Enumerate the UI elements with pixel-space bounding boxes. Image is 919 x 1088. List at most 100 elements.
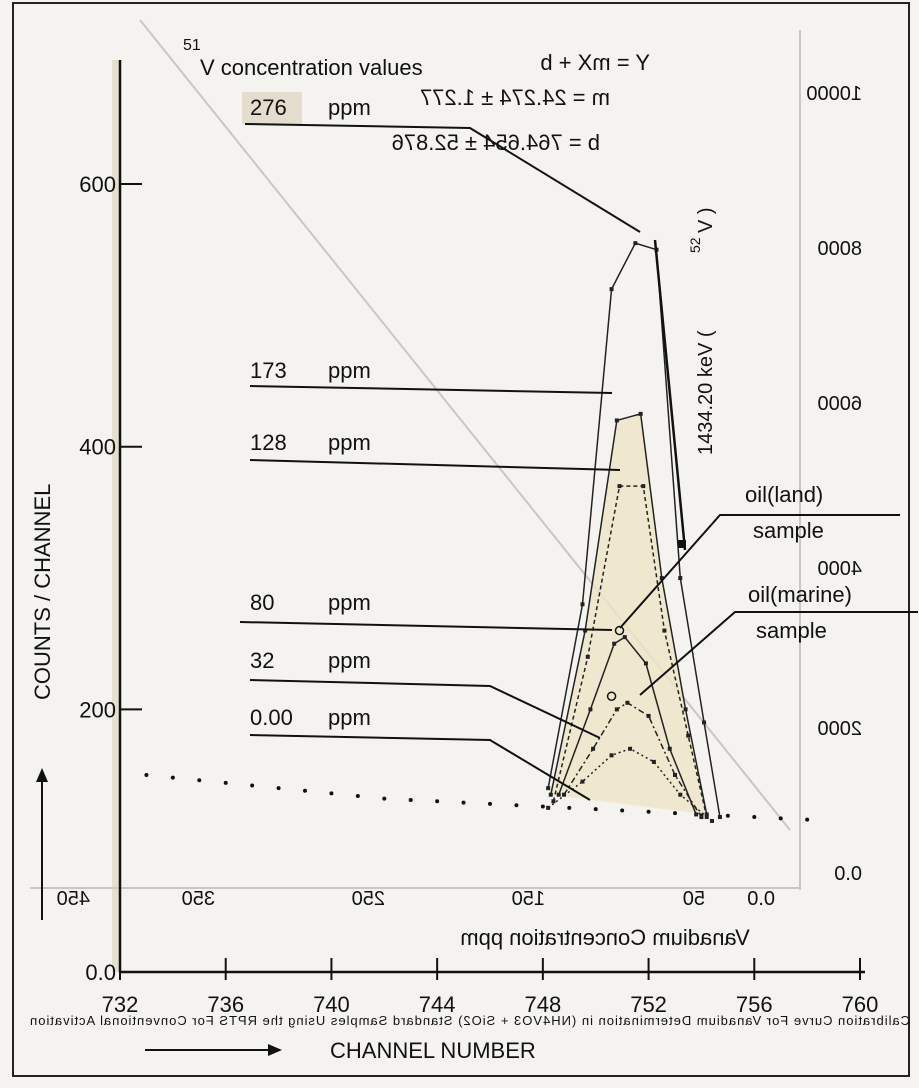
series-point: [643, 661, 648, 666]
x-tick-label: 740: [313, 992, 350, 1017]
series-line-276: [547, 242, 721, 818]
series-unit-label: ppm: [328, 430, 371, 455]
series-leader-line: [239, 621, 613, 631]
x-tick-label: 732: [102, 992, 139, 1017]
series-point: [659, 576, 664, 581]
series-point: [651, 759, 656, 764]
series-point: [717, 815, 722, 820]
series-point: [609, 287, 614, 292]
background-point: [355, 794, 360, 799]
series-point: [580, 602, 585, 607]
ghost-x-tick: 350: [182, 888, 215, 910]
x-axis-arrowhead: [268, 1044, 282, 1056]
ghost-equation: Y = mX + b: [540, 50, 650, 75]
x-tick-label: 752: [630, 992, 667, 1017]
ghost-xlabel: Vanadium Concentration ppm: [460, 925, 749, 950]
background-point: [778, 816, 783, 821]
y-tick-label: 0.0: [85, 960, 116, 985]
label-tape: [242, 92, 302, 124]
series-leader-line: [249, 679, 601, 739]
background-point: [461, 800, 466, 805]
series-leader-line: [249, 459, 621, 471]
series-leader-line: [244, 123, 641, 233]
background-point: [646, 809, 651, 814]
sample-label-line2: sample: [753, 518, 824, 543]
series-leader-line: [249, 385, 613, 394]
background-point: [514, 803, 519, 808]
sample-label-line2: sample: [756, 618, 827, 643]
sample-leader-line: [639, 611, 918, 696]
y-axis-arrowhead: [36, 768, 48, 782]
ghost-y-tick: 4000: [818, 558, 863, 580]
series-point: [546, 786, 551, 791]
peak-energy-label: 1434.20 keV (52 V ): [687, 207, 717, 455]
ghost-y-tick: 10000: [806, 83, 862, 105]
ghost-caption: Calibration Curve For Vanadium Determina…: [30, 1013, 910, 1028]
ghost-x-tick: 250: [352, 888, 385, 910]
ghost-x-tick: 150: [512, 888, 545, 910]
series-point: [556, 792, 561, 797]
background-point: [303, 788, 307, 793]
background-point: [620, 808, 625, 813]
ghost-x-tick: 50: [683, 888, 705, 910]
series-value-label: 0.00: [250, 705, 293, 730]
series-point: [686, 733, 691, 738]
series-point: [641, 484, 646, 489]
series-point: [617, 484, 622, 489]
background-point: [197, 778, 202, 783]
series-unit-label: ppm: [328, 590, 371, 615]
x-tick-label: 748: [524, 992, 561, 1017]
series-point: [614, 707, 619, 712]
series-point: [667, 746, 672, 751]
background-point: [752, 815, 757, 820]
background-point: [144, 773, 149, 778]
ghost-x-tick: 0.0: [747, 888, 775, 910]
series-point: [710, 818, 714, 823]
series-point: [678, 792, 683, 797]
series-unit-label: ppm: [328, 705, 371, 730]
chart-title: V concentration values: [200, 55, 423, 80]
y-tick-label: 400: [79, 435, 116, 460]
series-point: [588, 707, 593, 712]
series-point: [638, 411, 643, 416]
ghost-y-tick: 2000: [818, 718, 863, 740]
y-tick-label: 200: [79, 697, 116, 722]
series-value-label: 32: [250, 648, 274, 673]
sample-leader-line: [619, 514, 900, 629]
background-point: [673, 811, 677, 816]
sample-label: oil(land): [745, 482, 823, 507]
ghost-y-tick: 0.0: [834, 863, 862, 885]
background-point: [725, 813, 730, 818]
series-point: [562, 792, 566, 797]
series-point: [612, 641, 617, 646]
y-axis-tape: [112, 60, 120, 972]
series-point: [591, 746, 596, 751]
series-point: [583, 628, 588, 633]
background-point: [408, 797, 413, 802]
series-value-label: 173: [250, 358, 287, 383]
peak-shading: [550, 413, 707, 815]
x-tick-label: 756: [736, 992, 773, 1017]
ghost-x-tick: 450: [57, 888, 90, 910]
background-point: [329, 791, 334, 796]
series-point: [585, 654, 590, 659]
series-point: [673, 773, 677, 778]
background-point: [170, 775, 175, 780]
background-point: [805, 817, 810, 822]
series-point: [699, 815, 704, 820]
series-point: [609, 753, 614, 758]
series-point: [628, 746, 633, 751]
series-leader-line: [249, 734, 591, 801]
background-point: [435, 799, 440, 804]
background-point: [593, 807, 598, 812]
y-axis-label: COUNTS / CHANNEL: [30, 484, 55, 700]
y-tick-label: 600: [79, 172, 116, 197]
background-point: [382, 796, 387, 801]
series-value-label: 128: [250, 430, 287, 455]
series-unit-label: ppm: [328, 95, 371, 120]
background-point: [223, 780, 228, 785]
series-point: [683, 707, 688, 712]
background-point: [276, 786, 281, 791]
peak-leader-end: [678, 540, 686, 548]
x-tick-label: 760: [842, 992, 879, 1017]
